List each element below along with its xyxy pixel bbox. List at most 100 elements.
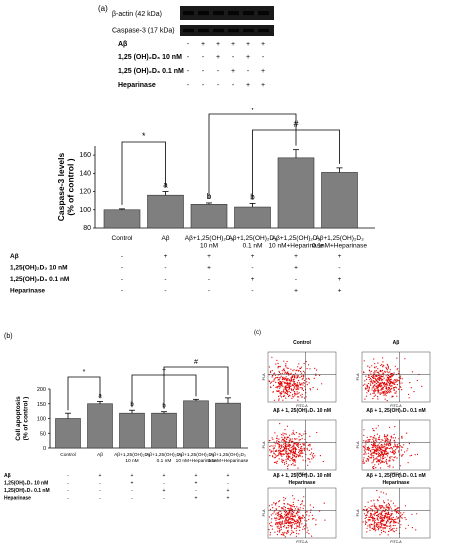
flow-event-dot xyxy=(283,503,285,505)
blot-band xyxy=(243,28,254,33)
flow-event-dot xyxy=(283,499,285,501)
flow-event-dot xyxy=(284,520,286,522)
flow-event-dot xyxy=(298,436,300,438)
treatment-sign: - xyxy=(164,265,166,272)
flow-event-dot xyxy=(284,448,286,450)
flow-event-dot xyxy=(289,383,292,385)
flow-event-dot xyxy=(371,376,374,378)
flow-event-dot xyxy=(309,504,311,506)
flow-event-dot xyxy=(281,455,283,457)
flow-event-dot xyxy=(374,526,376,528)
flow-event-dot xyxy=(406,450,408,452)
flow-event-dot xyxy=(272,391,274,393)
treatment-label: Aβ xyxy=(118,41,128,48)
treatment-sign: + xyxy=(338,276,342,283)
flow-event-dot xyxy=(272,445,274,447)
flow-event-dot xyxy=(362,445,364,447)
flow-event-dot xyxy=(293,459,295,461)
flow-event-dot xyxy=(395,390,397,392)
flow-event-dot xyxy=(299,443,301,445)
flow-event-dot xyxy=(369,525,371,527)
blot-strip xyxy=(180,6,274,20)
flow-event-dot xyxy=(301,452,303,454)
flow-event-dot xyxy=(286,437,288,439)
flow-event-dot xyxy=(280,528,282,530)
flow-event-dot xyxy=(399,378,402,380)
flow-event-dot xyxy=(383,457,385,460)
treatment-sign: - xyxy=(121,276,123,283)
flow-event-dot xyxy=(382,365,384,367)
flow-event-dot xyxy=(277,379,279,381)
flow-event-dot xyxy=(380,454,382,456)
treatment-sign: + xyxy=(294,265,298,272)
flow-event-dot xyxy=(278,378,280,380)
flow-event-dot xyxy=(373,448,375,450)
flow-event-dot xyxy=(289,444,292,446)
flow-event-dot xyxy=(366,521,368,523)
flow-event-dot xyxy=(290,517,292,519)
flow-event-dot xyxy=(302,384,304,386)
flow-plot-frame xyxy=(267,419,337,471)
flow-event-dot xyxy=(283,394,285,396)
flow-event-dot xyxy=(380,526,382,528)
flow-event-dot xyxy=(373,385,375,387)
flow-event-dot xyxy=(387,439,389,441)
flow-event-dot xyxy=(291,514,293,516)
flow-event-dot xyxy=(285,527,287,529)
flow-event-dot xyxy=(393,460,395,462)
flow-event-dot xyxy=(297,392,299,395)
flow-event-dot xyxy=(300,371,302,373)
flow-event-dot xyxy=(374,383,376,385)
flow-event-dot xyxy=(369,393,372,395)
flow-event-dot xyxy=(377,374,380,376)
flow-event-dot xyxy=(411,513,413,515)
flow-event-dot xyxy=(283,531,285,533)
flow-event-dot xyxy=(375,453,378,455)
flow-event-dot xyxy=(389,451,391,453)
flow-event-dot xyxy=(399,385,401,387)
flow-event-dot xyxy=(373,503,375,505)
flow-event-dot xyxy=(301,435,303,437)
flow-event-dot xyxy=(296,391,298,393)
flow-event-dot xyxy=(280,526,283,528)
flow-event-dot xyxy=(296,384,298,386)
flow-event-dot xyxy=(388,445,390,447)
flow-event-dot xyxy=(400,446,402,448)
flow-event-dot xyxy=(379,374,381,376)
flow-event-dot xyxy=(287,371,289,373)
flow-event-dot xyxy=(363,462,365,464)
flow-event-dot xyxy=(375,438,377,440)
flow-event-dot xyxy=(276,437,278,439)
flow-event-dot xyxy=(295,455,297,457)
flow-event-dot xyxy=(380,524,383,526)
flow-event-dot xyxy=(375,378,377,380)
flow-event-dot xyxy=(281,520,284,522)
flow-event-dot xyxy=(378,384,380,386)
flow-event-dot xyxy=(284,391,286,393)
y-tick-label: 0 xyxy=(43,446,46,452)
flow-event-dot xyxy=(283,454,285,456)
flow-event-dot xyxy=(302,459,304,461)
flow-event-dot xyxy=(296,386,298,388)
flow-event-dot xyxy=(399,376,401,378)
flow-event-dot xyxy=(280,444,282,446)
flow-event-dot xyxy=(282,380,284,383)
treatment-sign: + xyxy=(261,41,265,48)
flow-event-dot xyxy=(277,512,280,514)
flow-event-dot xyxy=(376,449,378,451)
flow-event-dot xyxy=(283,360,285,362)
flow-event-dot xyxy=(394,445,396,447)
flow-event-dot xyxy=(294,375,296,377)
flow-event-dot xyxy=(302,376,305,378)
bar xyxy=(234,206,271,229)
flow-event-dot xyxy=(373,450,375,452)
flow-event-dot xyxy=(376,371,378,373)
treatment-sign: - xyxy=(187,82,190,89)
flow-event-dot xyxy=(292,510,294,512)
flow-event-dot xyxy=(279,365,281,367)
flow-event-dot xyxy=(301,388,303,390)
flow-event-dot xyxy=(280,396,282,398)
flow-event-dot xyxy=(396,516,398,518)
flow-event-dot xyxy=(288,453,290,455)
flow-event-dot xyxy=(395,449,397,451)
